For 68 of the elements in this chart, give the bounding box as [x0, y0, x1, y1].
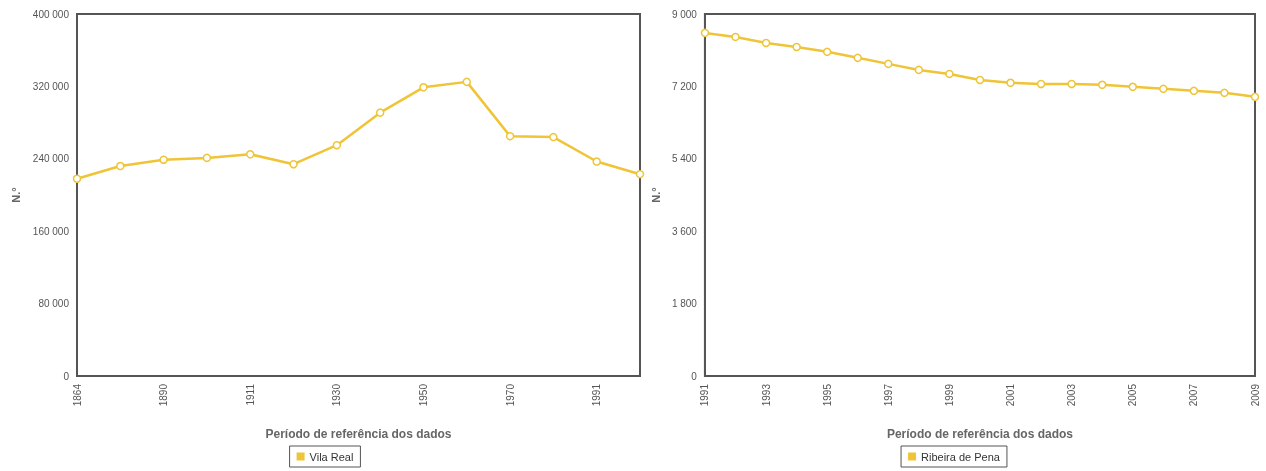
point — [792, 42, 801, 52]
point — [289, 159, 298, 169]
point — [1006, 78, 1015, 88]
legend-label: Ribeira de Pena — [921, 450, 1001, 463]
point — [505, 131, 515, 141]
point — [1097, 80, 1107, 90]
x-tick-label: 2007 — [1188, 383, 1200, 407]
y-tick-label: 9 000 — [671, 8, 698, 20]
y-tick-label: 80 000 — [38, 298, 70, 310]
y-axis-title: N.° — [649, 187, 662, 203]
point — [245, 150, 255, 159]
y-tick-label: 160 000 — [32, 225, 70, 237]
y-tick-label: 240 000 — [32, 153, 70, 165]
x-tick-label: 2009 — [1249, 383, 1261, 407]
x-tick-label: 1890 — [158, 383, 170, 407]
x-tick-label: 2005 — [1127, 383, 1139, 407]
x-tick-label: 1993 — [760, 383, 772, 407]
x-tick-label: 1950 — [417, 383, 429, 407]
x-tick-label: 1864 — [71, 383, 83, 407]
x-tick-label: 1930 — [331, 383, 343, 407]
point — [914, 65, 924, 75]
x-tick-label: 1999 — [943, 383, 955, 407]
point — [1067, 79, 1076, 89]
point — [731, 32, 740, 42]
point — [884, 59, 893, 69]
point — [549, 132, 558, 142]
point — [1036, 79, 1046, 89]
point — [375, 108, 385, 117]
point — [761, 38, 771, 48]
point — [1220, 88, 1229, 98]
x-axis-title: Período de referência dos dados — [886, 427, 1074, 441]
y-tick-label: 1 800 — [671, 298, 698, 310]
x-tick-label: 2001 — [1005, 383, 1017, 407]
y-tick-label: 7 200 — [671, 80, 698, 92]
x-tick-label: 1991 — [591, 383, 603, 407]
point — [975, 75, 985, 85]
y-tick-label: 400 000 — [32, 8, 70, 20]
x-tick-label: 1911 — [244, 383, 256, 406]
point — [592, 157, 601, 166]
legend-label: Vila Real — [309, 450, 354, 463]
y-tick-label: 0 — [691, 370, 698, 382]
y-axis-title: N.° — [10, 187, 23, 203]
point — [700, 28, 710, 38]
y-tick-label: 5 400 — [671, 153, 698, 165]
point — [72, 174, 82, 183]
point — [332, 140, 342, 150]
point — [635, 169, 645, 179]
x-axis-title: Período de referência dos dados — [265, 427, 452, 441]
point — [419, 83, 428, 92]
point — [1250, 92, 1260, 102]
y-tick-label: 0 — [63, 370, 70, 382]
point — [822, 47, 832, 57]
point — [159, 155, 168, 164]
x-tick-label: 1995 — [821, 383, 833, 407]
x-tick-label: 1991 — [699, 383, 711, 407]
point — [853, 53, 862, 63]
point — [1128, 82, 1138, 92]
point — [1189, 86, 1199, 96]
point — [462, 77, 472, 87]
y-tick-label: 3 600 — [671, 225, 698, 237]
x-tick-label: 2003 — [1066, 383, 1078, 407]
point — [945, 69, 954, 79]
point — [116, 161, 125, 171]
point — [1159, 84, 1168, 94]
y-tick-label: 320 000 — [32, 80, 70, 92]
point — [202, 153, 212, 163]
x-tick-label: 1970 — [504, 383, 516, 407]
x-tick-label: 1997 — [882, 383, 894, 407]
